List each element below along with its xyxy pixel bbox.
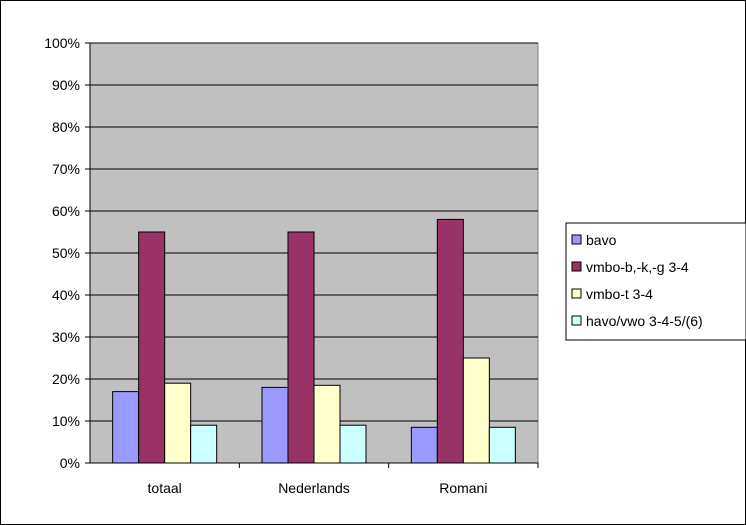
legend: bavo vmbo-b,-k,-g 3-4 vmbo-t 3-4 havo/vwo 3… [565, 222, 746, 341]
bar [164, 382, 192, 464]
legend-label: vmbo-b,-k,-g 3-4 [586, 259, 689, 275]
bar [339, 424, 367, 464]
bar [261, 386, 289, 464]
x-tick-labels: totaal Nederlands Romani [148, 480, 488, 496]
bar [112, 391, 140, 464]
bar [410, 426, 438, 464]
bar [138, 231, 166, 464]
bar [488, 426, 516, 464]
legend-swatch [571, 315, 582, 326]
axes [85, 42, 539, 468]
x-tick-label: Nederlands [278, 480, 350, 496]
legend-swatch [571, 261, 582, 272]
bar [436, 218, 464, 464]
y-tick-label: 60% [52, 203, 80, 219]
y-tick-label: 10% [52, 413, 80, 429]
bar [462, 357, 490, 464]
bar [190, 424, 218, 464]
x-tick-label: Romani [439, 480, 487, 496]
legend-box [565, 222, 746, 341]
y-tick-label: 30% [52, 329, 80, 345]
y-tick-labels: 0% 10% 20% 30% 40% 50% 60% 70% 80% 90% 100% [44, 35, 80, 471]
legend-label: havo/vwo 3-4-5/(6) [586, 313, 703, 329]
y-tick-label: 40% [52, 287, 80, 303]
legend-label: bavo [586, 232, 617, 248]
y-tick-label: 80% [52, 119, 80, 135]
y-tick-label: 90% [52, 77, 80, 93]
bar [313, 384, 341, 464]
legend-swatch [571, 234, 582, 245]
y-tick-label: 50% [52, 245, 80, 261]
y-tick-label: 70% [52, 161, 80, 177]
y-tick-label: 0% [60, 455, 80, 471]
bar [287, 231, 315, 464]
x-tick-label: totaal [148, 480, 182, 496]
legend-swatch [571, 288, 582, 299]
y-tick-label: 100% [44, 35, 80, 51]
legend-label: vmbo-t 3-4 [586, 286, 653, 302]
y-tick-label: 20% [52, 371, 80, 387]
